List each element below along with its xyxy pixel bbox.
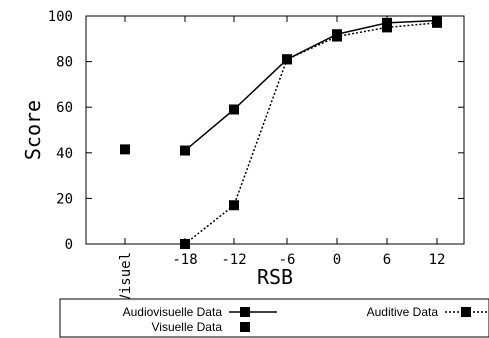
x-tick-label: 0 [333,252,341,268]
x-axis-ticks: Visuel -18 -12 -6 0 6 12 [118,16,445,303]
legend-label-auditive: Auditive Data [367,305,439,319]
y-tick-label: 60 [56,100,73,116]
data-point-series-1 [332,31,342,42]
x-axis-title: RSB [257,265,293,289]
data-point-series-1 [229,200,239,211]
x-tick-label: -12 [221,252,246,268]
legend-marker-auditive [461,307,471,317]
y-axis-title: Score [21,100,45,160]
legend-marker-visuelle [240,322,250,332]
series-layer [120,15,442,249]
legend-box [59,298,489,338]
x-tick-label: 12 [429,252,446,268]
x-tick-label: 6 [383,252,391,268]
data-point-series-0 [180,145,190,156]
data-point-series-2 [120,144,130,155]
series-line-0 [184,19,438,152]
plot-frame [85,15,465,245]
legend-label-audiovisuelle: Audiovisuelle Data [123,305,223,319]
y-tick-label: 80 [56,55,73,71]
data-point-series-0 [229,104,239,115]
x-tick-label: -6 [279,252,296,268]
y-tick-label: 0 [65,237,73,253]
x-tick-label: -18 [172,252,197,268]
y-tick-label: 40 [56,146,73,162]
data-point-series-1 [282,54,292,65]
legend-label-visuelle: Visuelle Data [152,320,223,334]
data-point-series-1 [432,17,442,28]
data-point-series-1 [180,239,190,249]
y-tick-label: 20 [56,191,73,207]
y-tick-label: 100 [48,9,73,25]
y-axis-ticks: 0 20 40 60 80 100 [48,9,464,253]
data-point-series-1 [382,22,392,33]
legend-marker-audiovisuelle [240,307,250,317]
series-line-1 [184,22,438,245]
legend: Audiovisuelle Data Auditive Data Visuell… [59,298,489,338]
x-tick-label: Visuel [118,252,134,303]
